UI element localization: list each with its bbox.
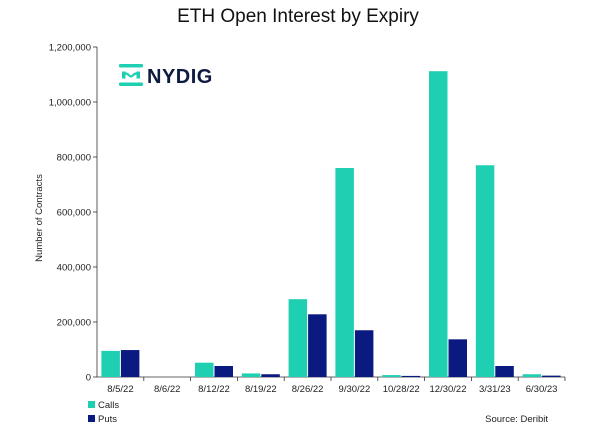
y-tick-label: 400,000 [57, 263, 91, 274]
y-tick-label: 200,000 [57, 318, 91, 329]
bar-calls-8-26-22 [288, 299, 308, 377]
legend-swatch-calls [88, 401, 95, 408]
source-note: Source: Deribit [485, 414, 548, 425]
bar-calls-8-12-22 [195, 362, 214, 377]
axis-layer: 0 200,000 400,000 600,000 800,000 1,000,000 1,… [49, 43, 566, 395]
bar-puts-8-12-22 [214, 366, 233, 377]
x-tick-label: 9/30/22 [339, 384, 371, 395]
x-tick-label: 3/31/23 [479, 384, 511, 395]
nydig-logo: NYDIG [119, 64, 213, 88]
bar-puts-8-19-22 [261, 374, 280, 377]
bar-calls-9-30-22 [335, 168, 354, 377]
bar-calls-6-30-23 [522, 374, 542, 377]
bar-calls-8-5-22 [101, 350, 120, 377]
chart-title: ETH Open Interest by Expiry [177, 6, 419, 27]
legend: Calls Puts [88, 400, 119, 425]
x-tick-label: 10/28/22 [383, 384, 420, 395]
x-tick-label: 8/26/22 [292, 384, 324, 395]
legend-swatch-puts [88, 415, 95, 422]
x-tick-label: 8/19/22 [245, 384, 277, 395]
y-tick-label: 1,000,000 [49, 98, 91, 109]
bar-puts-12-30-22 [448, 339, 467, 377]
x-tick-label: 8/6/22 [154, 384, 180, 395]
logo-text: NYDIG [147, 66, 213, 88]
legend-label-puts: Puts [98, 414, 117, 425]
bar-puts-6-30-23 [542, 375, 561, 377]
y-tick-label: 0 [86, 373, 91, 384]
y-tick-label: 1,200,000 [49, 43, 91, 54]
bar-puts-8-26-22 [308, 314, 327, 377]
bar-calls-10-28-22 [382, 375, 401, 377]
bars-layer [101, 71, 561, 377]
bar-calls-8-19-22 [241, 373, 261, 377]
nydig-logo-icon [119, 64, 143, 86]
y-tick-label: 600,000 [57, 208, 91, 219]
x-tick-label: 8/5/22 [107, 384, 133, 395]
bar-puts-9-30-22 [354, 330, 374, 377]
x-tick-label: 6/30/23 [526, 384, 558, 395]
bar-puts-3-31-23 [495, 366, 514, 377]
bar-puts-10-28-22 [401, 375, 421, 377]
legend-label-calls: Calls [98, 400, 119, 411]
x-tick-label: 12/30/22 [430, 384, 467, 395]
y-tick-label: 800,000 [57, 153, 91, 164]
bar-puts-8-5-22 [120, 350, 140, 377]
bar-calls-3-31-23 [475, 165, 495, 377]
y-axis-label: Number of Contracts [34, 174, 45, 262]
bar-calls-12-30-22 [429, 71, 448, 377]
x-tick-label: 8/12/22 [198, 384, 230, 395]
